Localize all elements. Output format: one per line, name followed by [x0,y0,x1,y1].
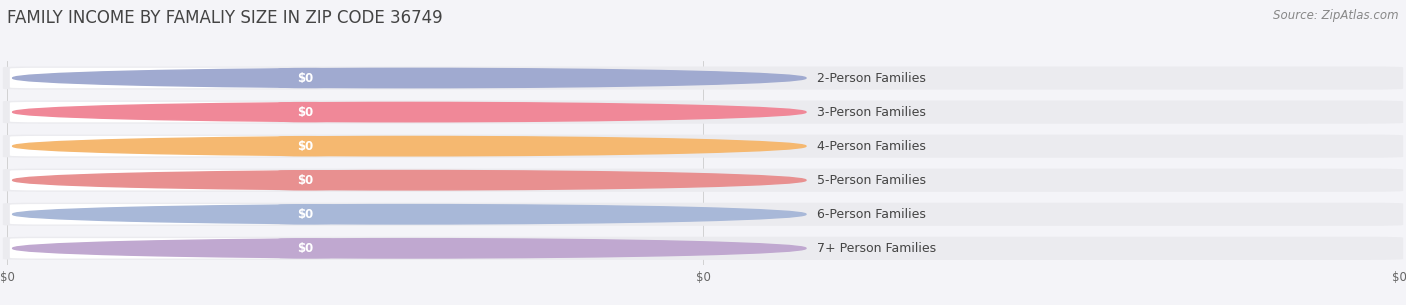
Text: $0: $0 [297,242,314,255]
Text: $0: $0 [297,106,314,119]
FancyBboxPatch shape [278,68,332,88]
FancyBboxPatch shape [10,136,281,156]
FancyBboxPatch shape [3,66,1403,90]
Text: Source: ZipAtlas.com: Source: ZipAtlas.com [1274,9,1399,22]
FancyBboxPatch shape [278,136,332,156]
FancyBboxPatch shape [10,238,281,259]
FancyBboxPatch shape [278,170,332,190]
FancyBboxPatch shape [3,169,1403,192]
FancyBboxPatch shape [10,102,281,122]
FancyBboxPatch shape [10,204,281,224]
FancyBboxPatch shape [278,102,332,122]
Text: 3-Person Families: 3-Person Families [817,106,927,119]
Circle shape [13,68,806,88]
Circle shape [13,239,806,258]
FancyBboxPatch shape [3,203,1403,226]
Text: 4-Person Families: 4-Person Families [817,140,927,152]
Circle shape [13,136,806,156]
Circle shape [13,102,806,122]
Text: FAMILY INCOME BY FAMALIY SIZE IN ZIP CODE 36749: FAMILY INCOME BY FAMALIY SIZE IN ZIP COD… [7,9,443,27]
Text: $0: $0 [297,174,314,187]
Text: $0: $0 [297,208,314,221]
Text: $0: $0 [297,72,314,84]
FancyBboxPatch shape [3,237,1403,260]
Circle shape [13,170,806,190]
Text: 5-Person Families: 5-Person Families [817,174,927,187]
Circle shape [13,205,806,224]
Text: 2-Person Families: 2-Person Families [817,72,927,84]
Text: $0: $0 [297,140,314,152]
FancyBboxPatch shape [10,170,281,190]
FancyBboxPatch shape [278,204,332,224]
FancyBboxPatch shape [3,135,1403,158]
Text: 7+ Person Families: 7+ Person Families [817,242,936,255]
FancyBboxPatch shape [10,68,281,88]
FancyBboxPatch shape [3,101,1403,124]
FancyBboxPatch shape [278,238,332,259]
Text: 6-Person Families: 6-Person Families [817,208,927,221]
